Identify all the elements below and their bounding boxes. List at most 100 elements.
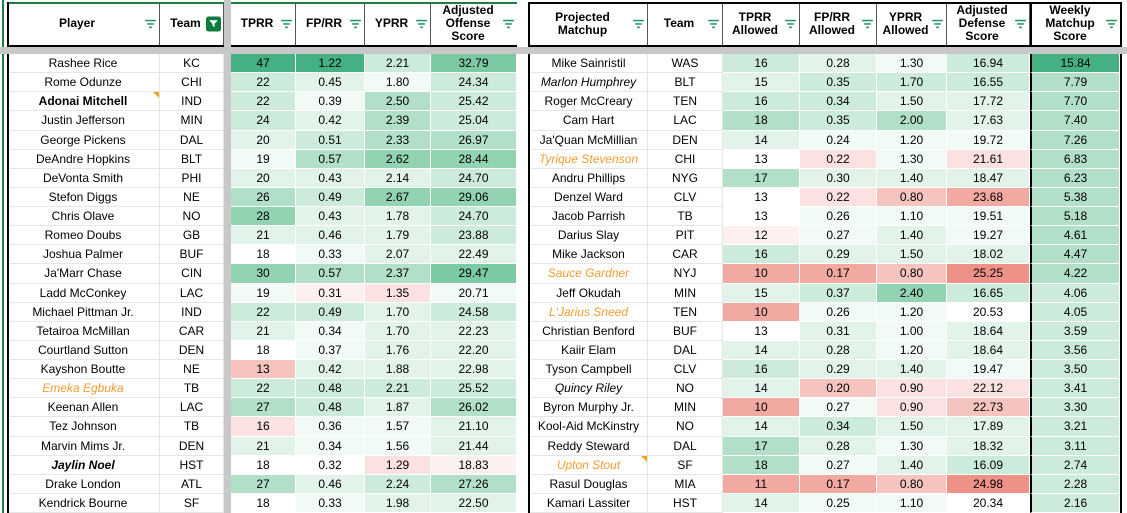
stat-cell[interactable]: 1.40 [877,360,947,380]
stat-cell[interactable]: 23.68 [947,187,1030,207]
stat-cell[interactable]: 3.59 [1030,321,1120,341]
team-cell[interactable]: IND [160,302,224,322]
stat-cell[interactable]: 1.00 [877,321,947,341]
team-cell[interactable]: LAC [160,398,224,418]
stat-cell[interactable]: 0.22 [800,187,877,207]
stat-cell[interactable]: 3.11 [1030,436,1120,456]
filter-icon[interactable] [784,17,797,30]
team-cell[interactable]: DAL [648,340,723,360]
stat-cell[interactable]: 16.09 [947,455,1030,475]
player-cell[interactable]: Marvin Mims Jr. [7,436,160,456]
stat-cell[interactable]: 21.10 [431,417,517,437]
stat-cell[interactable]: 0.17 [800,264,877,284]
stat-cell[interactable]: 1.40 [877,455,947,475]
stat-cell[interactable]: 4.22 [1030,264,1120,284]
stat-cell[interactable]: 22 [231,379,296,399]
stat-cell[interactable]: 17 [723,168,800,188]
stat-cell[interactable]: 22.20 [431,340,517,360]
team-cell[interactable]: WAS [648,54,723,74]
stat-cell[interactable]: 1.20 [877,340,947,360]
stat-cell[interactable]: 22.73 [947,398,1030,418]
player-cell[interactable]: Romeo Doubs [7,226,160,246]
stat-cell[interactable]: 47 [231,54,296,74]
player-cell[interactable]: Courtland Sutton [7,340,160,360]
player-cell[interactable]: George Pickens [7,130,160,150]
stat-cell[interactable]: 19.27 [947,226,1030,246]
team-cell[interactable]: LAC [648,111,723,131]
filter-icon[interactable] [707,17,720,30]
matchup-cell[interactable]: Christian Benford [530,321,648,341]
stat-cell[interactable]: 1.20 [877,130,947,150]
stat-cell[interactable]: 18.02 [947,245,1030,265]
stat-cell[interactable]: 12 [723,226,800,246]
header-fp-rr[interactable]: FP/RR [296,2,365,45]
team-cell[interactable]: GB [160,226,224,246]
filter-icon[interactable] [349,17,362,30]
team-cell[interactable]: BLT [160,149,224,169]
header-adjusted[interactable]: Adjusted Offense Score [431,2,517,45]
team-cell[interactable]: LAC [160,283,224,303]
matchup-cell[interactable]: Kaiir Elam [530,340,648,360]
stat-cell[interactable]: 22.98 [431,360,517,380]
team-cell[interactable]: TB [648,207,723,227]
player-cell[interactable]: Rome Odunze [7,73,160,93]
stat-cell[interactable]: 24 [231,111,296,131]
stat-cell[interactable]: 0.37 [296,340,365,360]
matchup-cell[interactable]: Quincy Riley [530,379,648,399]
filter-icon[interactable] [1014,17,1027,30]
stat-cell[interactable]: 2.24 [365,474,431,494]
stat-cell[interactable]: 20.71 [431,283,517,303]
stat-cell[interactable]: 0.49 [296,187,365,207]
team-cell[interactable]: MIN [648,398,723,418]
stat-cell[interactable]: 3.21 [1030,417,1120,437]
stat-cell[interactable]: 25.52 [431,379,517,399]
stat-cell[interactable]: 0.26 [800,302,877,322]
stat-cell[interactable]: 4.06 [1030,283,1120,303]
team-cell[interactable]: DEN [160,340,224,360]
stat-cell[interactable]: 14 [723,493,800,513]
stat-cell[interactable]: 0.29 [800,360,877,380]
stat-cell[interactable]: 0.27 [800,398,877,418]
stat-cell[interactable]: 18.83 [431,455,517,475]
player-cell[interactable]: Justin Jefferson [7,111,160,131]
stat-cell[interactable]: 0.57 [296,149,365,169]
stat-cell[interactable]: 4.61 [1030,226,1120,246]
stat-cell[interactable]: 0.36 [296,417,365,437]
stat-cell[interactable]: 16 [723,245,800,265]
player-cell[interactable]: Kayshon Boutte [7,360,160,380]
stat-cell[interactable]: 0.90 [877,398,947,418]
stat-cell[interactable]: 0.17 [800,474,877,494]
stat-cell[interactable]: 3.50 [1030,360,1120,380]
stat-cell[interactable]: 18.47 [947,168,1030,188]
stat-cell[interactable]: 2.74 [1030,455,1120,475]
stat-cell[interactable]: 22.50 [431,493,517,513]
matchup-cell[interactable]: Roger McCreary [530,92,648,112]
matchup-cell[interactable]: Tyson Campbell [530,360,648,380]
stat-cell[interactable]: 18 [231,340,296,360]
frozen-column-divider[interactable] [224,0,231,513]
stat-cell[interactable]: 0.31 [800,321,877,341]
matchup-cell[interactable]: Kamari Lassiter [530,493,648,513]
matchup-cell[interactable]: L'Jarius Sneed [530,302,648,322]
team-cell[interactable]: PHI [160,168,224,188]
player-cell[interactable]: Michael Pittman Jr. [7,302,160,322]
player-cell[interactable]: DeVonta Smith [7,168,160,188]
stat-cell[interactable]: 3.56 [1030,340,1120,360]
stat-cell[interactable]: 0.27 [800,455,877,475]
stat-cell[interactable]: 1.10 [877,207,947,227]
stat-cell[interactable]: 16.55 [947,73,1030,93]
stat-cell[interactable]: 22.23 [431,321,517,341]
stat-cell[interactable]: 13 [723,187,800,207]
stat-cell[interactable]: 2.16 [1030,493,1120,513]
player-cell[interactable]: DeAndre Hopkins [7,149,160,169]
filter-icon[interactable] [415,17,428,30]
matchup-cell[interactable]: Kool-Aid McKinstry [530,417,648,437]
header-yprr[interactable]: YPRR Allowed [877,2,947,45]
stat-cell[interactable]: 0.31 [296,283,365,303]
team-cell[interactable]: ATL [160,474,224,494]
team-cell[interactable]: MIA [648,474,723,494]
stat-cell[interactable]: 24.98 [947,474,1030,494]
stat-cell[interactable]: 18.64 [947,340,1030,360]
stat-cell[interactable]: 19.72 [947,130,1030,150]
stat-cell[interactable]: 2.33 [365,130,431,150]
